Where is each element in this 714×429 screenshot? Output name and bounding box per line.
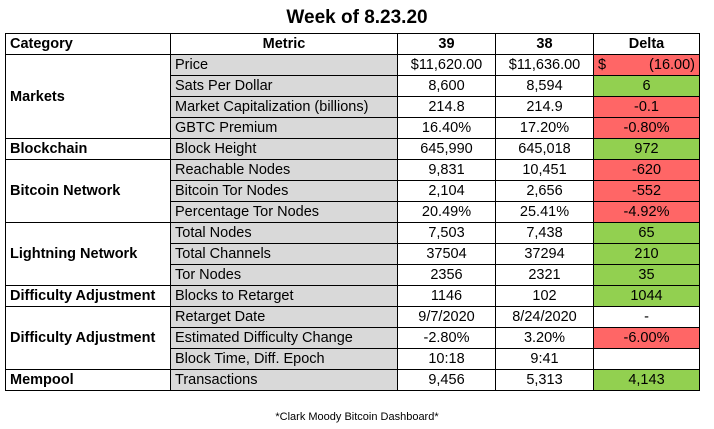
table-row: Mempool Transactions 9,456 5,313 4,143 xyxy=(5,369,700,391)
value-39-cell: -2.80% xyxy=(397,327,496,349)
value-38-cell: 10,451 xyxy=(495,159,594,181)
value-38-cell: 3.20% xyxy=(495,327,594,349)
metric-cell: Block Height xyxy=(170,138,398,160)
value-39-cell: 2356 xyxy=(397,264,496,286)
category-cell: Mempool xyxy=(5,369,171,391)
delta-cell: 35 xyxy=(593,264,700,286)
delta-cell: 972 xyxy=(593,138,700,160)
category-cell: Difficulty Adjustment xyxy=(5,285,171,307)
metric-cell: Block Time, Diff. Epoch xyxy=(170,348,398,370)
value-39-cell: 1146 xyxy=(397,285,496,307)
value-39-cell: 20.49% xyxy=(397,201,496,223)
delta-cell: -4.92% xyxy=(593,201,700,223)
value-39-cell: 16.40% xyxy=(397,117,496,139)
header-row: Category Metric 39 38 Delta xyxy=(5,33,700,55)
value-38-cell: 8/24/2020 xyxy=(495,306,594,328)
value-39-cell: 9,831 xyxy=(397,159,496,181)
value-38-cell: 7,438 xyxy=(495,222,594,244)
delta-cell: -0.80% xyxy=(593,117,700,139)
table-body: Markets Price $11,620.00 $11,636.00 $ (16.00)… xyxy=(5,54,700,391)
dashboard-table: Category Metric 39 38 Delta Markets Price… xyxy=(5,33,700,391)
value-39-cell: 9,456 xyxy=(397,369,496,391)
value-38-cell: 645,018 xyxy=(495,138,594,160)
table-row: Blockchain Block Height 645,990 645,018 972 xyxy=(5,138,700,160)
value-38-cell: 2321 xyxy=(495,264,594,286)
value-39-cell: 9/7/2020 xyxy=(397,306,496,328)
header-col-38: 38 xyxy=(495,33,594,55)
category-cell: Markets xyxy=(5,54,171,139)
value-39-cell: $11,620.00 xyxy=(397,54,496,76)
table-row: Tor Nodes 2356 2321 35 xyxy=(6,264,700,286)
delta-cell: 6 xyxy=(593,75,700,97)
metric-cell: Reachable Nodes xyxy=(170,159,398,181)
table-row: Markets Price $11,620.00 $11,636.00 $ (16.00) xyxy=(5,54,700,139)
value-38-cell: $11,636.00 xyxy=(495,54,594,76)
category-cell: Blockchain xyxy=(5,138,171,160)
value-39-cell: 37504 xyxy=(397,243,496,265)
metric-cell: Blocks to Retarget xyxy=(170,285,398,307)
delta-cell: -6.00% xyxy=(593,327,700,349)
table-row: GBTC Premium 16.40% 17.20% -0.80% xyxy=(6,117,700,139)
delta-cell: 1044 xyxy=(593,285,700,307)
header-delta: Delta xyxy=(593,33,700,55)
category-cell: Lightning Network xyxy=(5,222,171,286)
value-38-cell: 9:41 xyxy=(495,348,594,370)
metric-cell: Total Channels xyxy=(170,243,398,265)
metric-cell: Total Nodes xyxy=(170,222,398,244)
value-38-cell: 17.20% xyxy=(495,117,594,139)
table-row: Total Channels 37504 37294 210 xyxy=(6,243,700,265)
value-39-cell: 10:18 xyxy=(397,348,496,370)
delta-cell: - xyxy=(593,306,700,328)
metric-cell: Bitcoin Tor Nodes xyxy=(170,180,398,202)
value-39-cell: 645,990 xyxy=(397,138,496,160)
delta-cell: 210 xyxy=(593,243,700,265)
value-38-cell: 214.9 xyxy=(495,96,594,118)
category-cell: Bitcoin Network xyxy=(5,159,171,223)
metric-cell: Price xyxy=(170,54,398,76)
value-39-cell: 8,600 xyxy=(397,75,496,97)
delta-cell: 4,143 xyxy=(593,369,700,391)
header-category: Category xyxy=(5,33,171,55)
footnote: *Clark Moody Bitcoin Dashboard* xyxy=(275,411,439,423)
metric-cell: Transactions xyxy=(170,369,398,391)
table-row: Market Capitalization (billions) 214.8 214… xyxy=(6,96,700,118)
metric-cell: GBTC Premium xyxy=(170,117,398,139)
value-38-cell: 37294 xyxy=(495,243,594,265)
delta-cell: 65 xyxy=(593,222,700,244)
value-38-cell: 2,656 xyxy=(495,180,594,202)
delta-value: (16.00) xyxy=(649,57,695,73)
header-metric: Metric xyxy=(170,33,398,55)
delta-cell xyxy=(593,348,700,370)
value-38-cell: 8,594 xyxy=(495,75,594,97)
table-row: Percentage Tor Nodes 20.49% 25.41% -4.92% xyxy=(6,201,700,223)
metric-cell: Estimated Difficulty Change xyxy=(170,327,398,349)
table-row: Lightning Network Total Nodes 7,503 7,438 65 xyxy=(5,222,700,286)
delta-currency-symbol: $ xyxy=(598,57,607,73)
delta-cell: $ (16.00) xyxy=(593,54,700,76)
delta-cell: -0.1 xyxy=(593,96,700,118)
value-38-cell: 5,313 xyxy=(495,369,594,391)
table-row: Block Time, Diff. Epoch 10:18 9:41 xyxy=(6,348,700,370)
metric-cell: Market Capitalization (billions) xyxy=(170,96,398,118)
metric-cell: Sats Per Dollar xyxy=(170,75,398,97)
value-39-cell: 214.8 xyxy=(397,96,496,118)
metric-cell: Retarget Date xyxy=(170,306,398,328)
value-38-cell: 25.41% xyxy=(495,201,594,223)
value-39-cell: 7,503 xyxy=(397,222,496,244)
category-cell: Difficulty Adjustment xyxy=(5,306,171,370)
metric-cell: Percentage Tor Nodes xyxy=(170,201,398,223)
table-row: Difficulty Adjustment Retarget Date 9/7/20… xyxy=(5,306,700,370)
table-row: Bitcoin Network Reachable Nodes 9,831 10,45… xyxy=(5,159,700,223)
value-38-cell: 102 xyxy=(495,285,594,307)
value-39-cell: 2,104 xyxy=(397,180,496,202)
page-title: Week of 8.23.20 xyxy=(286,7,428,28)
table-row: Sats Per Dollar 8,600 8,594 6 xyxy=(6,75,700,97)
delta-cell: -620 xyxy=(593,159,700,181)
table-row: Difficulty Adjustment Blocks to Retarget 1… xyxy=(5,285,700,307)
metric-cell: Tor Nodes xyxy=(170,264,398,286)
delta-cell: -552 xyxy=(593,180,700,202)
header-col-39: 39 xyxy=(397,33,496,55)
